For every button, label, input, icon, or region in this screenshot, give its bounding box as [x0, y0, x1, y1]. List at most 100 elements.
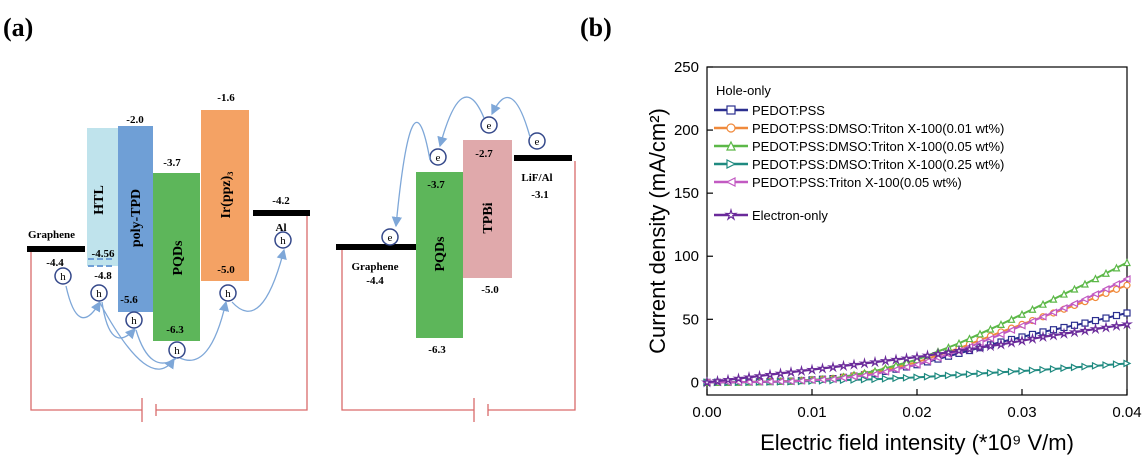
electron-carrier-icon: e — [429, 148, 447, 166]
data-point-marker — [1039, 365, 1048, 374]
data-point-marker — [797, 376, 806, 385]
htl-bar — [87, 128, 119, 266]
data-point-marker — [776, 377, 785, 386]
data-point-marker — [1047, 329, 1060, 341]
data-point-marker — [848, 358, 860, 370]
data-point-marker — [984, 339, 997, 352]
data-point-marker — [1110, 319, 1123, 332]
irppz-top-value: -1.6 — [217, 92, 235, 104]
data-point-marker — [860, 371, 869, 380]
data-point-marker — [1060, 364, 1069, 373]
data-point-marker — [1079, 324, 1091, 336]
data-point-marker — [1060, 289, 1068, 298]
data-point-marker — [726, 123, 736, 133]
x-tick-label: 0.00 — [692, 404, 721, 421]
data-point-marker — [923, 372, 932, 381]
panel-b-label: (b) — [580, 13, 612, 42]
data-point-marker — [711, 374, 724, 387]
data-point-marker — [1007, 314, 1016, 323]
data-point-marker — [892, 374, 901, 383]
irppz-bottom-value: -5.0 — [217, 264, 235, 276]
data-point-marker — [923, 357, 932, 366]
data-point-marker — [1102, 361, 1111, 370]
data-point-marker — [1112, 360, 1121, 369]
y-tick-label: 150 — [674, 185, 699, 202]
data-point-marker — [1101, 285, 1110, 294]
hole-only-diagram: HTL poly-TPD -2.0 -5.6 -4.56 -4.8 PQDs -… — [27, 92, 310, 422]
data-point-marker — [1028, 317, 1037, 326]
data-point-marker — [1089, 322, 1102, 335]
pqds-bar-electron — [416, 172, 463, 338]
hole-carrier-icon: h — [90, 284, 108, 302]
data-point-marker — [965, 334, 974, 343]
data-point-marker — [1007, 326, 1016, 335]
data-series — [701, 258, 1133, 388]
data-point-marker — [955, 370, 964, 379]
graphene-label-electron: Graphene — [351, 261, 398, 273]
data-point-marker — [942, 346, 955, 358]
data-point-marker — [1081, 362, 1090, 371]
data-point-marker — [1091, 274, 1100, 283]
lifal-electrode — [514, 155, 572, 161]
data-point-marker — [1123, 281, 1131, 289]
polytpd-left-value: -4.8 — [94, 270, 112, 282]
data-point-marker — [858, 357, 871, 369]
data-point-marker — [1049, 308, 1058, 317]
graphene-electrode-hole — [27, 246, 85, 252]
svg-text:h: h — [174, 345, 180, 357]
htl-label: HTL — [92, 185, 107, 215]
graphene-electrode-electron — [336, 244, 416, 250]
legend-label: PEDOT:PSS:DMSO:Triton X-100(0.25 wt%) — [752, 157, 1004, 172]
x-tick-label: 0.03 — [1007, 404, 1036, 421]
data-point-marker — [953, 344, 965, 356]
data-point-marker — [1026, 332, 1039, 344]
data-point-marker — [1121, 318, 1133, 330]
electron-carrier-icon: e — [480, 116, 498, 134]
graphene-label-hole: Graphene — [28, 229, 75, 241]
series-electron-only — [701, 318, 1133, 388]
y-axis-label: Current density (mA/cm²) — [645, 108, 670, 354]
data-point-marker — [965, 370, 974, 379]
pqds-top-value-electron: -3.7 — [427, 179, 445, 191]
data-point-marker — [976, 369, 985, 378]
al-value: -4.2 — [272, 195, 290, 207]
tpbi-bottom-value: -5.0 — [481, 284, 499, 296]
data-point-marker — [1081, 279, 1089, 288]
data-point-marker — [879, 354, 892, 367]
panel-a: (a) HTL poly-TPD -2.0 -5.6 -4.56 -4.8 PQ… — [3, 13, 576, 422]
data-point-marker — [963, 342, 976, 355]
hole-carrier-icon: h — [125, 311, 143, 329]
data-point-marker — [1091, 361, 1100, 370]
data-point-marker — [795, 364, 808, 377]
data-point-marker — [890, 353, 902, 365]
circuit-wire-hole — [30, 216, 308, 422]
electron-carrier-icon: e — [381, 228, 399, 246]
data-point-marker — [1028, 304, 1037, 313]
y-tick-label: 100 — [674, 248, 699, 265]
electron-only-diagram: Graphene -4.4 PQDs -3.7 -6.3 TPBi -2.7 -… — [336, 96, 576, 422]
data-point-marker — [1070, 363, 1079, 372]
data-point-marker — [1007, 367, 1016, 376]
legend-item: PEDOT:PSS:DMSO:Triton X-100(0.05 wt%) — [714, 139, 1004, 154]
data-point-marker — [1102, 314, 1110, 322]
legend: Hole-only PEDOT:PSS PEDOT:PSS:DMSO:Triton… — [714, 83, 1004, 223]
legend-item: PEDOT:PSS:DMSO:Triton X-100(0.01 wt%) — [714, 121, 1004, 136]
data-point-marker — [881, 374, 890, 383]
data-point-marker — [1112, 263, 1121, 272]
data-point-marker — [1038, 312, 1047, 321]
data-point-marker — [986, 368, 995, 377]
data-point-marker — [1091, 316, 1100, 325]
hole-carrier-icon: h — [54, 267, 72, 285]
svg-text:h: h — [280, 235, 286, 247]
data-point-marker — [753, 369, 766, 382]
data-point-marker — [944, 371, 953, 380]
data-point-marker — [837, 359, 850, 372]
data-point-marker — [828, 375, 837, 384]
svg-text:h: h — [96, 288, 102, 300]
legend-label: PEDOT:PSS:Triton X-100(0.05 wt%) — [752, 175, 962, 190]
electron-transfer-arrows — [391, 96, 531, 228]
pqds-bar-hole — [153, 173, 200, 341]
legend-label: PEDOT:PSS:DMSO:Triton X-100(0.01 wt%) — [752, 121, 1004, 136]
data-point-marker — [839, 373, 848, 382]
data-point-marker — [912, 360, 921, 369]
